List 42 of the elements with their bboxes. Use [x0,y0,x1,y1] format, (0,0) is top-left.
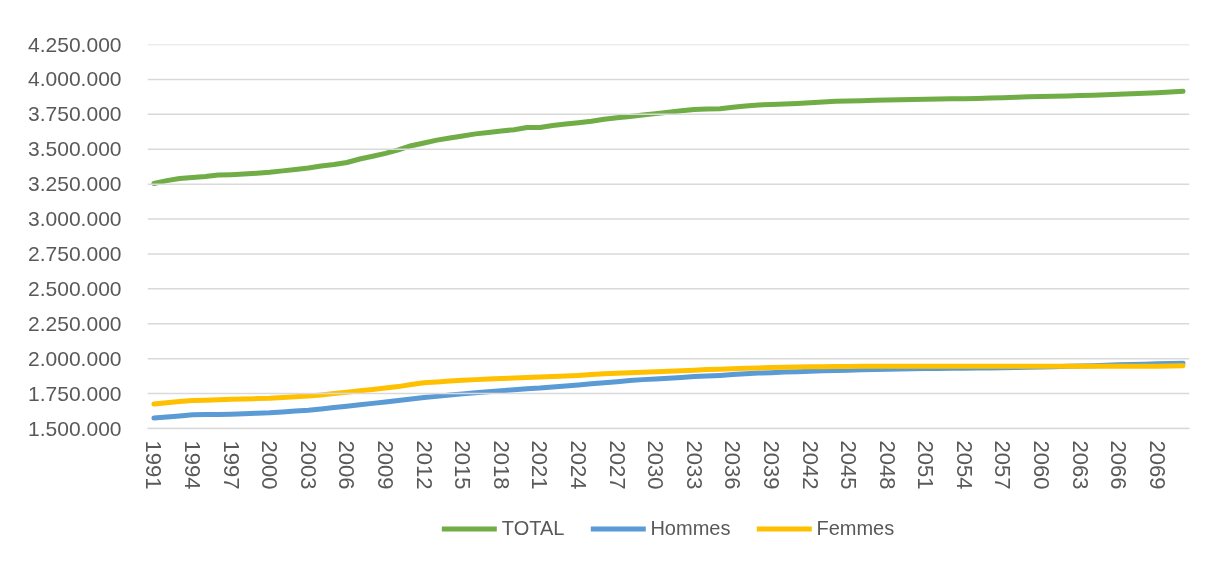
y-tick-label: 3.250.000 [28,172,122,196]
x-tick-label: 2012 [411,440,437,490]
legend-label: Hommes [650,516,731,540]
x-tick-label: 1991 [141,440,167,490]
x-tick-label: 2027 [604,440,630,490]
x-tick-label: 2039 [758,440,784,490]
x-tick-label: 2033 [681,440,707,490]
y-tick-label: 2.250.000 [28,311,122,335]
y-tick-label: 2.500.000 [28,276,122,300]
x-tick-label: 2015 [450,440,476,490]
x-tick-label: 2024 [565,440,591,490]
y-tick-label: 3.750.000 [28,102,122,126]
x-tick-label: 2018 [488,440,514,490]
y-tick-label: 3.500.000 [28,137,122,161]
x-tick-label: 2036 [720,440,746,490]
y-tick-label: 3.000.000 [28,207,122,231]
x-tick-label: 2057 [990,440,1016,490]
x-tick-label: 2042 [797,440,823,490]
x-tick-label: 2066 [1106,440,1132,490]
legend-label: Femmes [816,516,895,540]
y-tick-label: 1.750.000 [28,381,122,405]
y-tick-label: 1.500.000 [28,416,122,440]
x-tick-label: 2051 [913,440,939,490]
y-tick-label: 4.250.000 [28,32,122,56]
x-tick-label: 2054 [951,440,977,490]
x-tick-label: 2003 [295,440,321,490]
legend-label: TOTAL [501,516,565,540]
x-tick-label: 1997 [218,440,244,490]
x-tick-label: 2060 [1029,440,1055,490]
y-tick-label: 2.000.000 [28,346,122,370]
x-tick-label: 2063 [1067,440,1093,490]
x-tick-label: 2045 [836,440,862,490]
y-tick-label: 2.750.000 [28,241,122,265]
x-tick-label: 2000 [257,440,283,490]
x-tick-label: 1994 [180,440,206,490]
x-tick-label: 2021 [527,440,553,490]
x-tick-label: 2009 [372,440,398,490]
y-tick-label: 4.000.000 [28,67,122,91]
x-tick-label: 2030 [643,440,669,490]
x-tick-label: 2048 [874,440,900,490]
x-tick-label: 2006 [334,440,360,490]
x-tick-label: 2069 [1144,440,1170,490]
